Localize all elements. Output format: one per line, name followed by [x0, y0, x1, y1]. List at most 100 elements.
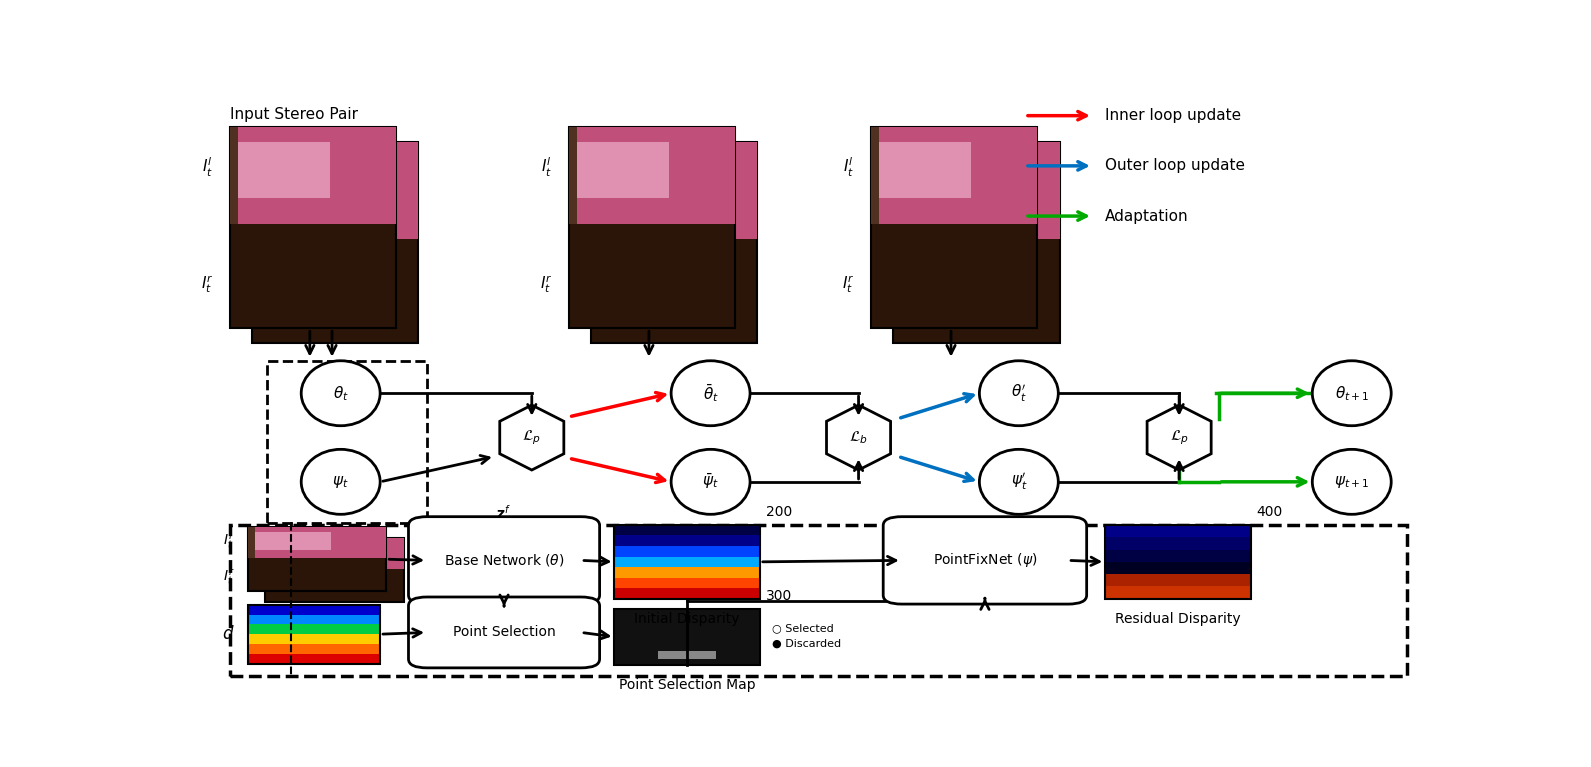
Bar [248, 527, 255, 558]
Text: Point Selection Map: Point Selection Map [619, 678, 756, 692]
Bar [248, 614, 380, 624]
Bar [902, 156, 993, 212]
Ellipse shape [1313, 360, 1391, 426]
Bar [266, 538, 404, 602]
Text: Point Selection: Point Selection [453, 625, 555, 640]
Bar [590, 142, 600, 239]
Bar [614, 556, 760, 567]
Text: Base Network ($\theta$): Base Network ($\theta$) [444, 552, 565, 568]
Text: $\mathcal{L}_p$: $\mathcal{L}_p$ [1169, 428, 1188, 447]
Bar [880, 142, 971, 198]
Text: Initial Disparity: Initial Disparity [635, 612, 740, 626]
Bar [229, 127, 396, 328]
Bar [893, 142, 1060, 239]
Bar [578, 142, 668, 198]
Bar [870, 127, 880, 224]
FancyBboxPatch shape [409, 597, 600, 668]
Polygon shape [1147, 405, 1211, 470]
Bar [614, 535, 760, 546]
Text: 200: 200 [767, 505, 792, 519]
Bar [614, 567, 760, 578]
Text: Inner loop update: Inner loop update [1106, 108, 1241, 123]
Text: $I_t^r$: $I_t^r$ [223, 567, 234, 587]
FancyBboxPatch shape [409, 517, 600, 604]
Bar [255, 532, 331, 550]
Bar [1106, 525, 1251, 599]
Text: Adaptation: Adaptation [1106, 209, 1188, 223]
Ellipse shape [301, 360, 380, 426]
Text: $\bar{\theta}_t$: $\bar{\theta}_t$ [703, 382, 719, 404]
Bar [570, 127, 735, 328]
Bar [614, 545, 760, 557]
Bar [600, 156, 690, 212]
Bar [248, 653, 380, 663]
Text: $I_t^l$: $I_t^l$ [202, 156, 213, 179]
Text: $I_t^l$: $I_t^l$ [223, 529, 234, 551]
Bar [614, 609, 760, 665]
Bar [893, 142, 1060, 343]
Bar [229, 127, 396, 224]
Bar [614, 525, 760, 535]
Text: $I_t^r$: $I_t^r$ [200, 273, 213, 295]
Bar [266, 538, 272, 568]
Bar [248, 604, 380, 663]
Text: 300: 300 [767, 589, 792, 603]
Bar [1106, 537, 1251, 549]
Text: Outer loop update: Outer loop update [1106, 158, 1246, 173]
Polygon shape [500, 405, 563, 470]
Bar [251, 142, 418, 343]
Text: $\psi_t$: $\psi_t$ [333, 474, 348, 490]
Text: $\theta_{t+1}$: $\theta_{t+1}$ [1335, 384, 1368, 403]
Text: $\bar{\psi}_t$: $\bar{\psi}_t$ [702, 472, 719, 492]
Bar [251, 142, 418, 239]
Bar [248, 634, 380, 644]
Bar [570, 127, 735, 224]
Text: $d$: $d$ [223, 625, 235, 644]
Bar [229, 127, 239, 224]
Bar [248, 604, 380, 614]
Bar [1106, 586, 1251, 599]
Bar [870, 127, 1037, 224]
Bar [570, 127, 578, 224]
Ellipse shape [301, 449, 380, 515]
Ellipse shape [980, 360, 1058, 426]
Bar [266, 538, 404, 568]
Text: $I_t^r$: $I_t^r$ [541, 273, 554, 295]
Ellipse shape [671, 360, 749, 426]
Bar [1106, 574, 1251, 587]
Polygon shape [826, 405, 891, 470]
Text: $\theta_t$: $\theta_t$ [333, 384, 348, 403]
Bar [893, 142, 902, 239]
Text: $\psi_t'$: $\psi_t'$ [1010, 471, 1028, 492]
FancyBboxPatch shape [883, 517, 1087, 604]
Bar [248, 644, 380, 654]
Ellipse shape [671, 449, 749, 515]
Text: ● Discarded: ● Discarded [772, 639, 842, 649]
Bar [248, 527, 387, 558]
Bar [1106, 525, 1251, 537]
Bar [1106, 561, 1251, 574]
Text: $\mathbf{z}^f$: $\mathbf{z}^f$ [496, 504, 511, 522]
Text: ○ Selected: ○ Selected [772, 624, 834, 634]
Bar [870, 127, 1037, 328]
Bar [272, 542, 348, 560]
Bar [261, 156, 352, 212]
Ellipse shape [980, 449, 1058, 515]
Text: $I_t^r$: $I_t^r$ [842, 273, 854, 295]
Text: $\mathcal{L}_b$: $\mathcal{L}_b$ [850, 430, 869, 446]
Bar [239, 142, 329, 198]
Text: $\mathcal{L}_p$: $\mathcal{L}_p$ [522, 428, 541, 447]
Ellipse shape [1313, 449, 1391, 515]
Text: $\theta_t'$: $\theta_t'$ [1010, 383, 1026, 403]
Bar [614, 577, 760, 588]
Bar [248, 527, 387, 591]
Text: Residual Disparity: Residual Disparity [1115, 612, 1241, 626]
Text: Input Stereo Pair: Input Stereo Pair [229, 107, 358, 122]
Text: $\psi_{t+1}$: $\psi_{t+1}$ [1335, 474, 1370, 490]
Bar [248, 624, 380, 634]
Text: $I_t^l$: $I_t^l$ [541, 156, 552, 179]
Text: $I_t^l$: $I_t^l$ [843, 156, 854, 179]
Bar [659, 651, 716, 660]
Text: 400: 400 [1257, 505, 1282, 519]
Bar [614, 525, 760, 599]
